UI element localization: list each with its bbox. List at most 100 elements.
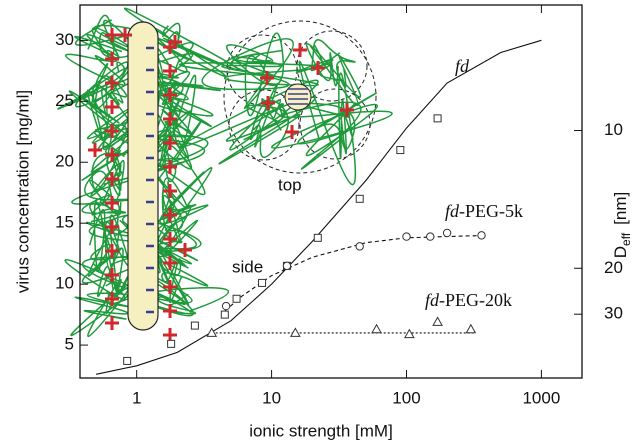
data-point xyxy=(232,294,241,303)
charge-plus xyxy=(105,172,119,186)
polymer-coil xyxy=(65,35,126,86)
charge-plus xyxy=(163,136,177,150)
data-point xyxy=(402,232,411,241)
illustration xyxy=(57,7,393,342)
charge-plus xyxy=(168,35,182,49)
charge-plus xyxy=(105,100,119,114)
data-point xyxy=(221,301,231,311)
polymer-coil xyxy=(178,56,322,87)
y2-tick-label: 30 xyxy=(604,304,623,323)
charge-plus xyxy=(311,61,325,75)
y-tick-label: 5 xyxy=(65,335,74,354)
data-point xyxy=(289,327,301,337)
series-label-italic: fd xyxy=(455,56,470,76)
polymer-coil xyxy=(225,98,286,142)
x-axis-label: ionic strength [mM] xyxy=(249,421,393,440)
series-label-rest: -PEG-20k xyxy=(439,290,512,310)
charge-plus xyxy=(105,148,119,162)
charge-plus xyxy=(105,244,119,258)
charge-plus xyxy=(105,268,119,282)
charge-plus xyxy=(105,220,119,234)
y2-label-sub: eff xyxy=(619,232,633,246)
polymer-coil xyxy=(154,173,188,211)
y2-tick-label: 20 xyxy=(604,258,623,277)
charge-plus xyxy=(105,124,119,138)
data-point xyxy=(220,310,229,319)
charge-plus xyxy=(105,28,119,42)
charge-plus xyxy=(163,304,177,318)
data-point xyxy=(426,232,435,241)
y2-label-unit: [nm] xyxy=(611,192,630,225)
data-point xyxy=(206,327,218,337)
x-tick-label: 100 xyxy=(392,388,420,407)
rod xyxy=(127,21,159,331)
top-coil-region xyxy=(228,89,300,161)
y-tick-label: 25 xyxy=(55,91,74,110)
charge-plus xyxy=(163,88,177,102)
charge-plus xyxy=(163,160,177,174)
polymer-coil xyxy=(71,160,152,206)
data-point xyxy=(282,261,292,271)
charge-plus xyxy=(88,143,102,157)
data-point xyxy=(313,233,322,242)
series-label: fd-PEG-5k xyxy=(445,201,523,221)
charge-plus xyxy=(105,76,119,90)
data-point xyxy=(465,323,477,334)
data-point xyxy=(123,356,132,365)
data-point xyxy=(403,328,415,339)
series-label-rest: -PEG-5k xyxy=(459,201,523,221)
charge-plus xyxy=(260,71,274,85)
data-point xyxy=(433,114,442,123)
charge-plus xyxy=(178,243,192,257)
top-coil-region xyxy=(296,30,368,102)
y-tick-label: 30 xyxy=(55,30,74,49)
y2-label-main: D xyxy=(611,246,630,258)
series-label-italic: fd xyxy=(425,290,440,310)
fit-curve xyxy=(95,39,542,375)
polymer-coil xyxy=(179,79,319,165)
x-tick-label: 1000 xyxy=(522,388,560,407)
annotation: side xyxy=(232,257,263,276)
series-label: fd-PEG-20k xyxy=(425,290,512,310)
x-tick-label: 1 xyxy=(132,388,141,407)
y2-tick-label: 10 xyxy=(604,120,623,139)
polymer-coil xyxy=(94,124,130,164)
annotation: top xyxy=(278,175,302,194)
polymer-coil xyxy=(74,292,132,320)
charge-plus xyxy=(293,43,307,57)
series-label: fd xyxy=(455,56,470,76)
data-point xyxy=(442,228,452,238)
charge-plus xyxy=(285,125,299,139)
charge-plus xyxy=(163,112,177,126)
y-tick-label: 20 xyxy=(55,152,74,171)
charge-plus xyxy=(118,28,132,42)
data-point xyxy=(167,339,176,348)
charge-plus xyxy=(105,52,119,66)
data-point xyxy=(355,242,364,251)
y2-axis-label: Deff [nm] xyxy=(611,192,633,258)
data-point xyxy=(190,321,199,330)
charge-plus xyxy=(105,316,119,330)
polymer-coil xyxy=(161,189,188,243)
data-point xyxy=(432,316,443,326)
polymer-coil xyxy=(162,22,181,45)
polymer-coil xyxy=(271,101,393,170)
polymer-coil xyxy=(249,83,289,159)
series-label-italic: fd xyxy=(445,201,460,221)
y-tick-label: 15 xyxy=(55,213,74,232)
top-outline xyxy=(223,20,377,174)
plot-frame xyxy=(79,4,583,379)
charge-plus xyxy=(163,328,177,342)
data-point xyxy=(258,278,267,287)
charge-plus xyxy=(340,103,354,117)
charge-plus xyxy=(163,184,177,198)
charge-plus xyxy=(261,96,275,110)
top-rod xyxy=(284,83,312,111)
charge-plus xyxy=(105,292,119,306)
charge-plus xyxy=(163,208,177,222)
charge-plus xyxy=(163,232,177,246)
polymer-coil xyxy=(298,60,357,186)
data-point xyxy=(477,231,486,240)
data-point xyxy=(371,323,382,334)
